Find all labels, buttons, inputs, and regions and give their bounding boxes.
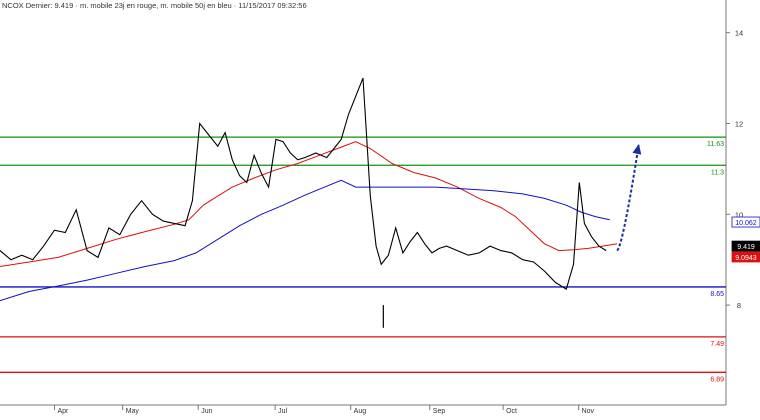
x-tick-label-6: Oct bbox=[506, 408, 517, 415]
y-tick-label-1: 12 bbox=[735, 120, 743, 129]
x-tick-label-0: Apr bbox=[57, 408, 69, 415]
series-line-1 bbox=[0, 179, 610, 302]
level-label-4: 6.89 bbox=[710, 376, 724, 383]
series-line-0 bbox=[0, 141, 618, 267]
y-tick-label-2: 10 bbox=[735, 210, 743, 219]
value-tag-1 bbox=[731, 240, 760, 252]
y-tick-label-0: 14 bbox=[735, 29, 743, 38]
x-tick-label-7: Nov bbox=[582, 408, 595, 415]
level-label-2: 8.65 bbox=[710, 291, 724, 298]
value-tag-label-2: 9.0943 bbox=[735, 255, 757, 262]
value-tag-label-0: 10.062 bbox=[735, 220, 757, 227]
value-tag-2 bbox=[731, 251, 760, 263]
x-tick-label-1: May bbox=[126, 408, 140, 415]
value-tag-0 bbox=[731, 216, 760, 228]
series-line-2 bbox=[0, 77, 607, 291]
level-label-3: 7.49 bbox=[710, 341, 724, 348]
x-tick-label-4: Aug bbox=[354, 408, 367, 415]
x-tick-label-2: Jun bbox=[201, 408, 212, 415]
chart-header: NCOX Dernier: 9.419 · m. mobile 23j en r… bbox=[2, 1, 307, 10]
level-label-1: 11.3 bbox=[711, 169, 724, 176]
trend-arrow-1 bbox=[616, 143, 640, 252]
y-tick-label-3: 8 bbox=[737, 301, 741, 310]
value-tag-label-1: 9.419 bbox=[737, 244, 755, 251]
level-label-0: 11.63 bbox=[707, 141, 724, 148]
trend-arrow-head-1 bbox=[632, 143, 642, 155]
x-tick-label-5: Sep bbox=[433, 408, 446, 415]
x-tick-label-3: Jul bbox=[278, 408, 287, 415]
